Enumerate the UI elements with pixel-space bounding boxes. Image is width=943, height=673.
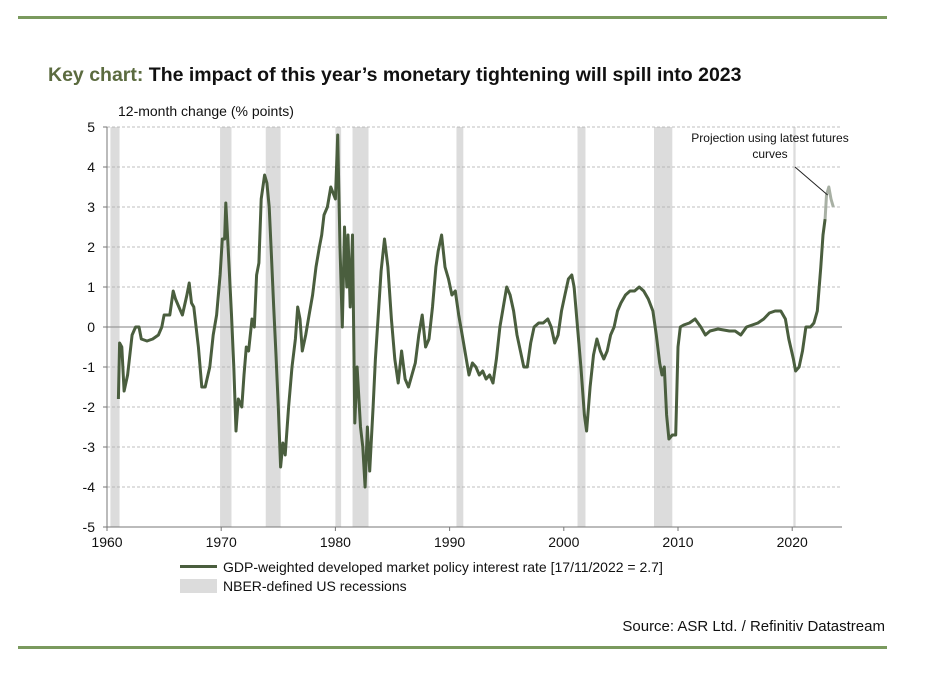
legend-item-recessions: NBER-defined US recessions bbox=[180, 576, 663, 595]
x-tick-label: 1990 bbox=[434, 534, 465, 550]
y-tick-label: 4 bbox=[87, 159, 95, 175]
y-tick-label: -3 bbox=[83, 439, 96, 455]
bottom-rule bbox=[18, 646, 887, 649]
chart-title: Key chart: The impact of this year’s mon… bbox=[48, 64, 742, 87]
x-tick-label: 1970 bbox=[206, 534, 237, 550]
legend-label: NBER-defined US recessions bbox=[223, 577, 407, 594]
x-tick-label: 2010 bbox=[662, 534, 693, 550]
legend-item-policy-rate: GDP-weighted developed market policy int… bbox=[180, 557, 663, 576]
top-rule bbox=[18, 16, 887, 19]
legend-label: GDP-weighted developed market policy int… bbox=[223, 558, 663, 575]
legend-box-swatch bbox=[180, 578, 217, 593]
y-tick-label: -5 bbox=[83, 519, 96, 535]
y-axis-label: 12-month change (% points) bbox=[118, 103, 294, 119]
x-tick-label: 2000 bbox=[548, 534, 579, 550]
y-tick-label: -1 bbox=[83, 359, 96, 375]
legend-line-swatch bbox=[180, 565, 217, 568]
projection-annotation: Projection using latest futures curves bbox=[691, 131, 849, 161]
legend: GDP-weighted developed market policy int… bbox=[180, 557, 663, 595]
y-tick-label: -2 bbox=[83, 399, 96, 415]
y-tick-label: -4 bbox=[83, 479, 96, 495]
title-text: The impact of this year’s monetary tight… bbox=[148, 64, 742, 86]
x-tick-label: 1980 bbox=[320, 534, 351, 550]
y-tick-label: 0 bbox=[87, 319, 95, 335]
y-tick-label: 1 bbox=[87, 279, 95, 295]
projection-line bbox=[823, 185, 835, 220]
x-tick-label: 1960 bbox=[91, 534, 122, 550]
title-prefix: Key chart: bbox=[48, 64, 144, 86]
x-tick-label: 2020 bbox=[777, 534, 808, 550]
y-tick-label: 5 bbox=[87, 119, 95, 135]
policy-rate-line bbox=[116, 133, 827, 489]
source-note: Source: ASR Ltd. / Refinitiv Datastream bbox=[622, 618, 885, 635]
annotation-leader-line bbox=[794, 166, 828, 196]
y-tick-label: 2 bbox=[87, 239, 95, 255]
y-tick-label: 3 bbox=[87, 199, 95, 215]
